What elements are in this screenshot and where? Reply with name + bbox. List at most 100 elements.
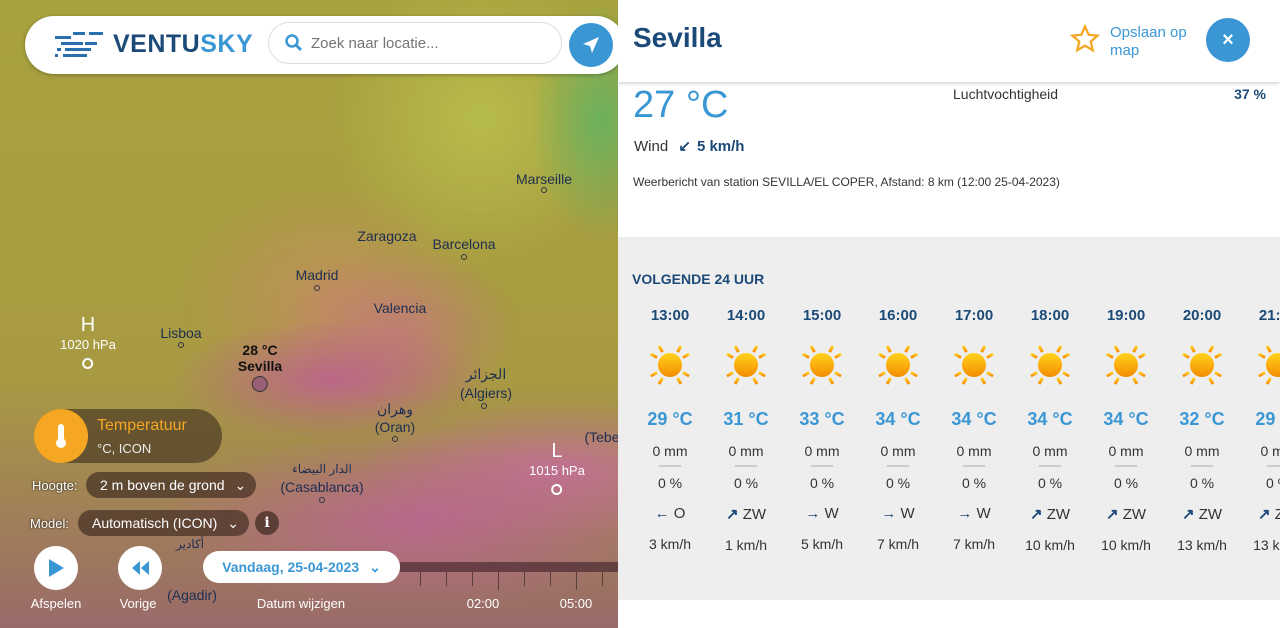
forecast-hour: 16:00 34 °C 0 mm 0 % → W 7 km/h <box>860 307 936 552</box>
precip-bar <box>811 465 833 467</box>
date-picker[interactable]: Vandaag, 25-04-2023 ⌄ <box>203 551 400 583</box>
top-bar: VENTUSKY <box>25 16 620 74</box>
city-label[interactable]: (Casablanca) <box>280 479 364 495</box>
sun-icon <box>873 340 923 390</box>
wind-arrow-icon: → <box>805 505 821 522</box>
height-value: 2 m boven de grond <box>100 477 225 493</box>
precip-bar <box>735 465 757 467</box>
layer-title: Temperatuur <box>97 417 187 434</box>
layer-subtitle: °C, ICON <box>97 441 152 456</box>
wind-arrow-icon: ↗ <box>725 506 739 523</box>
model-value: Automatisch (ICON) <box>92 515 218 531</box>
hour-temp: 34 °C <box>1027 409 1073 429</box>
search-input[interactable] <box>311 34 541 52</box>
play-button[interactable] <box>34 546 78 590</box>
my-location-button[interactable] <box>569 23 613 67</box>
timeline-time[interactable]: 02:00 <box>466 596 500 611</box>
city-label[interactable]: (Tebe <box>584 429 620 445</box>
forecast-hour: 13:00 29 °C 0 mm 0 % ← O 3 km/h <box>632 307 708 552</box>
low-pressure: L 1015 hPa <box>529 440 585 495</box>
hour-precip-prob: 0 % <box>1189 475 1215 491</box>
selected-name: Sevilla <box>237 358 283 374</box>
info-button[interactable]: i <box>255 511 279 535</box>
hour-temp: 32 °C <box>1179 409 1225 429</box>
forecast-24h: VOLGENDE 24 UUR 13:00 29 °C 0 mm 0 % ← O… <box>618 237 1280 600</box>
hour-wind-dir: → W <box>860 505 936 522</box>
city-label[interactable]: (Oran) <box>374 419 416 435</box>
logo-icon <box>55 31 103 57</box>
wind-dir-label: ZW <box>742 506 767 523</box>
hour-precip-prob: 0 % <box>1113 475 1139 491</box>
panel-header: Sevilla Opslaan op map × <box>618 0 1280 82</box>
high-pressure: H 1020 hPa <box>60 314 116 369</box>
city-label[interactable]: Valencia <box>373 300 427 316</box>
city-label[interactable]: وهران <box>376 401 414 417</box>
hour-wind-speed: 1 km/h <box>724 537 767 553</box>
save-label: Opslaan op map <box>1110 24 1187 59</box>
hour-time: 18:00 <box>1030 307 1070 324</box>
sun-icon <box>721 340 771 390</box>
pressure-value: 1015 hPa <box>529 463 585 478</box>
wind-info: Wind ↙ 5 km/h <box>634 137 744 155</box>
hour-precip: 0 mm <box>1032 443 1068 459</box>
hour-temp: 31 °C <box>723 409 769 429</box>
ventusky-logo[interactable]: VENTUSKY <box>55 30 253 59</box>
city-label[interactable]: Zaragoza <box>357 228 417 244</box>
wind-dir-label: W <box>900 505 915 522</box>
height-select[interactable]: 2 m boven de grond ⌄ <box>86 472 257 498</box>
chevron-down-icon: ⌄ <box>227 514 239 531</box>
city-dot <box>314 285 320 291</box>
navigation-arrow-icon <box>583 37 599 53</box>
logo-text: VENTU <box>113 30 201 58</box>
station-info: Weerbericht van station SEVILLA/EL COPER… <box>633 175 1060 189</box>
hour-precip: 0 mm <box>1108 443 1144 459</box>
close-button[interactable]: × <box>1206 18 1250 62</box>
model-select[interactable]: Automatisch (ICON) ⌄ <box>78 510 249 536</box>
city-label[interactable]: الجزائر <box>465 366 507 382</box>
hour-precip: 0 mm <box>728 443 764 459</box>
logo-text: SKY <box>200 30 254 58</box>
wind-arrow-icon: ↗ <box>1257 506 1271 523</box>
precip-bar <box>1039 465 1061 467</box>
city-label[interactable]: أكادير <box>175 537 205 551</box>
city-label[interactable]: Barcelona <box>432 236 496 252</box>
city-label[interactable]: (Algiers) <box>459 385 513 401</box>
city-label[interactable]: Madrid <box>295 267 339 283</box>
city-dot <box>461 254 467 260</box>
hour-wind-dir: ↗ ZW <box>1088 505 1164 523</box>
hour-wind-speed: 7 km/h <box>876 536 919 552</box>
sun-icon <box>797 340 847 390</box>
timeline-time[interactable]: 05:00 <box>559 596 593 611</box>
hour-time: 20:00 <box>1182 307 1222 324</box>
hour-wind-dir: ↗ ZW <box>708 505 784 523</box>
weather-map[interactable]: Marseille Zaragoza Barcelona Madrid Vale… <box>0 0 620 628</box>
sun-icon <box>1253 340 1280 390</box>
city-label[interactable]: Lisboa <box>160 325 202 341</box>
wind-dir-label: O <box>673 505 686 522</box>
hour-wind-speed: 3 km/h <box>648 536 691 552</box>
hour-temp: 29 °C <box>1255 409 1280 429</box>
precip-bar <box>887 465 909 467</box>
city-title: Sevilla <box>633 22 722 53</box>
selected-location-marker[interactable]: 28 °C Sevilla <box>238 342 282 392</box>
hour-precip-prob: 0 % <box>1265 475 1280 491</box>
wind-dir-label: W <box>824 505 839 522</box>
hour-wind-dir: ← O <box>632 505 708 522</box>
height-label: Hoogte: <box>32 478 78 493</box>
city-label[interactable]: الدار البيضاء <box>292 462 352 476</box>
wind-arrow-icon: ↗ <box>1181 506 1195 523</box>
layer-selector[interactable]: Temperatuur °C, ICON <box>34 409 222 463</box>
chevron-down-icon: ⌄ <box>369 558 381 575</box>
timeline-bar[interactable] <box>400 562 620 572</box>
hour-precip-prob: 0 % <box>961 475 987 491</box>
play-icon <box>49 559 64 577</box>
previous-button[interactable] <box>118 546 162 590</box>
rewind-icon <box>132 561 149 575</box>
search-box[interactable] <box>268 22 562 64</box>
save-to-map-button[interactable]: Opslaan op map <box>1070 24 1196 60</box>
city-label[interactable]: Marseille <box>515 171 573 187</box>
wind-arrow-icon: ↗ <box>1029 506 1043 523</box>
city-label[interactable]: (Agadir) <box>167 587 217 603</box>
hour-precip: 0 mm <box>1260 443 1280 459</box>
model-label: Model: <box>30 516 70 531</box>
